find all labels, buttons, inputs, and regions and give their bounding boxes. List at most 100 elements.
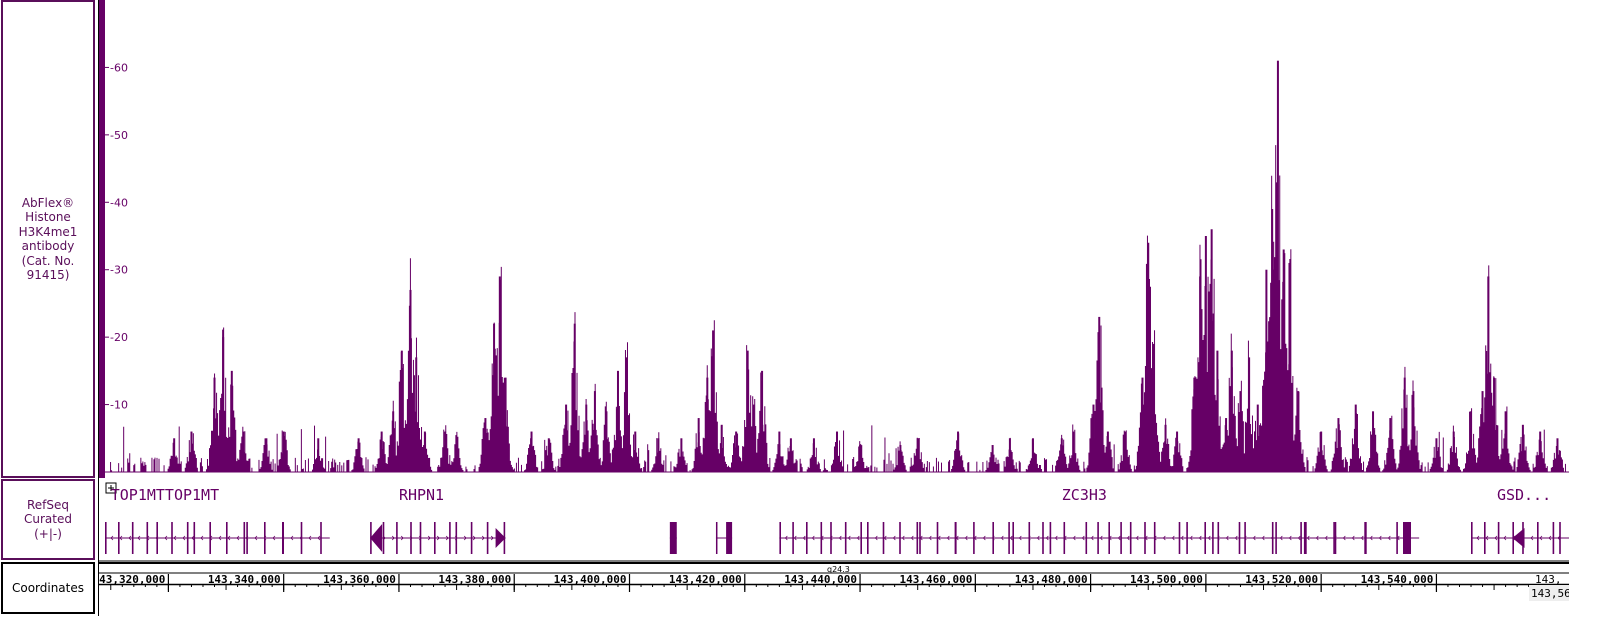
strand-chevron-icon <box>1036 535 1040 541</box>
refseq-track-label[interactable]: RefSeq Curated (+|-) <box>1 479 95 560</box>
strand-chevron-icon <box>1162 535 1166 541</box>
gene-exon <box>899 522 901 554</box>
strand-chevron-icon <box>802 535 806 541</box>
strand-chevron-icon <box>173 535 177 541</box>
gene-exon <box>1144 522 1146 554</box>
coverage-peak <box>357 438 360 472</box>
strand-chevron-icon <box>137 535 141 541</box>
strand-chevron-icon <box>290 535 294 541</box>
strand-chevron-icon <box>964 535 968 541</box>
refseq-track-label-text: RefSeq Curated (+|-) <box>24 497 72 541</box>
gene-exon <box>1012 522 1014 554</box>
x-tick-label: 143,380,000 <box>438 573 511 586</box>
coverage-peak <box>1372 411 1375 472</box>
coordinates-track[interactable]: q24.3 143,320,000 143,340,000 143,360,000 1… <box>99 562 1569 616</box>
coverage-peak <box>1320 431 1323 472</box>
coverage-peak <box>593 391 596 472</box>
signal-track-chart[interactable]: -10 -20 -30 -40 -50 -60 <box>99 0 1569 478</box>
strand-chevron-icon <box>436 535 440 541</box>
coverage-peak <box>1354 404 1357 472</box>
coverage-peak <box>190 431 193 472</box>
coverage-peak <box>265 438 268 472</box>
strand-chevron-icon <box>400 535 404 541</box>
gene-exon <box>1471 522 1473 554</box>
gene-exon <box>1484 522 1486 554</box>
coverage-peak <box>230 370 233 472</box>
gene-exon <box>186 522 189 554</box>
strand-chevron-icon <box>481 535 485 541</box>
gene-exon <box>246 522 248 554</box>
coverage-peak <box>605 411 608 472</box>
strand-chevron-icon <box>928 535 932 541</box>
strand-chevron-icon <box>1387 535 1391 541</box>
coverage-peak <box>380 431 383 472</box>
gene-exon <box>1275 522 1277 554</box>
y-axis-bar <box>99 0 105 478</box>
coverage-peak <box>625 357 628 472</box>
coverage-peak <box>1210 229 1213 472</box>
strand-chevron-icon <box>1503 535 1507 541</box>
coverage-peak <box>761 370 764 472</box>
gene-label[interactable]: RHPN1 <box>399 486 444 504</box>
gene-exon <box>867 522 869 554</box>
gene-exon <box>1334 522 1337 554</box>
strand-chevron-icon <box>838 535 842 541</box>
gene-arrow-icon <box>370 524 383 552</box>
strand-chevron-icon <box>1198 535 1202 541</box>
coordinates-track-label[interactable]: Coordinates <box>1 562 95 614</box>
coverage-peak <box>1193 377 1196 472</box>
strand-chevron-icon <box>811 535 815 541</box>
coverage-peak <box>1248 357 1251 472</box>
strand-chevron-icon <box>1045 535 1049 541</box>
strand-chevron-icon <box>1530 535 1534 541</box>
coverage-peak <box>530 431 533 472</box>
gene-exon <box>1244 522 1246 554</box>
strand-chevron-icon <box>1081 535 1085 541</box>
gene-exon <box>193 522 196 554</box>
strand-chevron-icon <box>1180 535 1184 541</box>
coverage-peak <box>1008 438 1011 472</box>
coverage-peak <box>1297 391 1300 472</box>
strand-chevron-icon <box>164 535 168 541</box>
coverage-peak <box>1239 391 1242 472</box>
strand-chevron-icon <box>200 535 204 541</box>
coverage-area <box>110 145 1566 472</box>
strand-chevron-icon <box>490 535 494 541</box>
signal-track-label[interactable]: AbFlex® Histone H3K4me1 antibody (Cat. N… <box>1 0 95 478</box>
strand-chevron-icon <box>1306 535 1310 541</box>
gene-exon <box>434 522 436 554</box>
gene-exon <box>779 522 781 554</box>
strand-chevron-icon <box>1494 535 1498 541</box>
gene-exon <box>226 522 228 554</box>
track-area[interactable]: -10 -20 -30 -40 -50 -60 TOP1MTTOP1MT RHPN1 ZC3H… <box>98 0 1569 616</box>
gene-label[interactable]: TOP1MTTOP1MT <box>111 486 219 504</box>
gene-label[interactable]: ZC3H3 <box>1062 486 1107 504</box>
gene-exon <box>1008 522 1010 554</box>
gene-exon <box>171 522 173 554</box>
coverage-peak <box>1124 431 1127 472</box>
gene-exon <box>470 522 473 554</box>
gene-exon <box>1204 522 1206 554</box>
gene-exon <box>1085 522 1088 554</box>
x-tick-label: 143,420,000 <box>669 573 742 586</box>
coverage-peak <box>242 431 245 472</box>
signal-track-label-text: AbFlex® Histone H3K4me1 antibody (Cat. N… <box>18 195 78 283</box>
gene-exon <box>105 522 107 554</box>
gene-exon <box>1153 522 1156 554</box>
coverage-peak <box>712 330 715 472</box>
strand-chevron-icon <box>1000 535 1004 541</box>
coverage-peak <box>455 438 458 472</box>
strand-chevron-icon <box>1539 535 1543 541</box>
cytoband-label: q24.3 <box>827 565 850 574</box>
gene-label[interactable]: GSD... <box>1497 486 1551 504</box>
coverage-peak <box>1403 377 1406 472</box>
gene-exon <box>382 522 385 554</box>
coverage-peak <box>1452 431 1455 472</box>
gene-exon <box>844 522 847 554</box>
coverage-peak <box>957 431 960 472</box>
strand-chevron-icon <box>317 535 321 541</box>
gene-exon <box>1403 522 1412 554</box>
strand-chevron-icon <box>308 535 312 541</box>
refseq-track[interactable]: TOP1MTTOP1MT RHPN1 ZC3H3 GSD... <box>99 478 1569 562</box>
gene-exon <box>1129 522 1132 554</box>
